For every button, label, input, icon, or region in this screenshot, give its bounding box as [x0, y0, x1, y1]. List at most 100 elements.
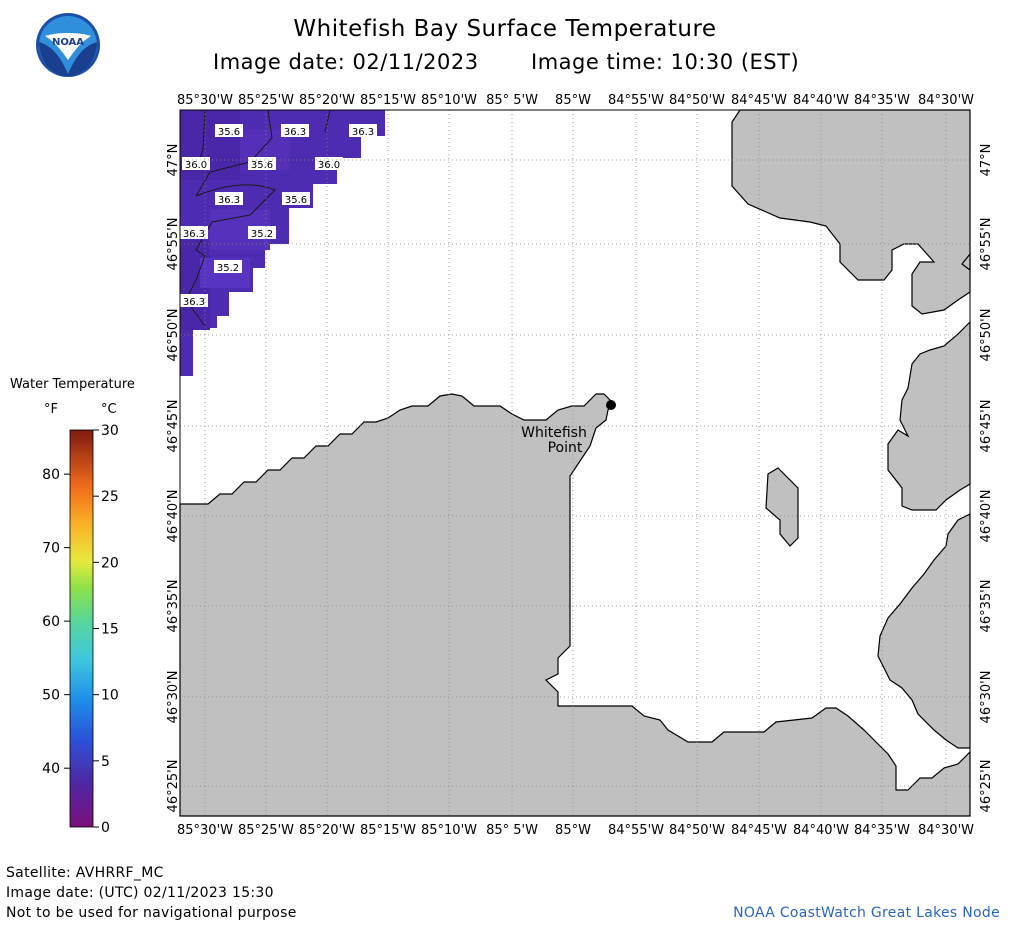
c-tick-label: 20: [101, 555, 119, 571]
temperature-colorbar: [70, 430, 93, 827]
lon-label-bottom: 85° 5'W: [486, 823, 538, 838]
land-ontario-north: [731, 109, 971, 315]
map-title: Whitefish Bay Surface Temperature: [293, 16, 717, 42]
lon-label-top: 85°30'W: [177, 93, 233, 108]
isotherm-label-box: [215, 124, 243, 137]
graticule: [180, 110, 970, 816]
isotherm-label-box: [248, 226, 276, 239]
c-tick-label: 15: [101, 622, 119, 638]
f-tick-label: 50: [42, 688, 60, 704]
footer-disclaimer: Not to be used for navigational purpose: [6, 905, 297, 921]
lon-label-top: 85°15'W: [360, 93, 416, 108]
isotherm-label-box: [180, 294, 208, 307]
isotherm-label: 35.2: [217, 263, 239, 274]
lon-label-top: 84°30'W: [918, 93, 974, 108]
noaa-logo-text: NOAA: [52, 37, 84, 48]
f-tick-label: 60: [42, 614, 60, 630]
c-tick-label: 5: [101, 754, 110, 770]
lat-label-left: 46°40'N: [166, 490, 181, 543]
footer-credit: NOAA CoastWatch Great Lakes Node: [733, 905, 1000, 921]
lon-label-top: 85°20'W: [299, 93, 355, 108]
lat-label-right: 47°N: [979, 144, 994, 177]
lat-label-left: 47°N: [166, 144, 181, 177]
isotherm-label: 35.2: [251, 229, 273, 240]
lon-label-top: 84°45'W: [731, 93, 787, 108]
isotherm-label: 36.3: [218, 195, 240, 206]
isotherm-label: 36.3: [183, 229, 205, 240]
isotherm-label: 36.3: [284, 127, 306, 138]
lon-label-top: 84°50'W: [669, 93, 725, 108]
lon-label-bottom: 85°15'W: [360, 823, 416, 838]
lon-label-bottom: 84°45'W: [731, 823, 787, 838]
f-tick-label: 70: [42, 541, 60, 557]
place-label-whitefish: Whitefish: [521, 425, 587, 441]
lat-label-left: 46°55'N: [166, 218, 181, 271]
c-tick-label: 10: [101, 688, 119, 704]
lat-label-right: 46°30'N: [979, 671, 994, 724]
lon-label-bottom: 85°20'W: [299, 823, 355, 838]
whitefish-point-marker: [606, 400, 616, 410]
lon-label-top: 84°40'W: [793, 93, 849, 108]
lat-label-left: 46°45'N: [166, 400, 181, 453]
lon-label-top: 84°35'W: [854, 93, 910, 108]
lat-label-left: 46°35'N: [166, 580, 181, 633]
latitude-labels-right: 47°N 46°55'N 46°50'N 46°45'N 46°40'N 46°35'N 4…: [979, 144, 994, 813]
lat-label-right: 46°50'N: [979, 309, 994, 362]
lat-label-right: 46°45'N: [979, 400, 994, 453]
footer-utc-date: Image date: (UTC) 02/11/2023 15:30: [6, 885, 274, 901]
lat-label-right: 46°40'N: [979, 490, 994, 543]
isotherm-label-box: [282, 192, 310, 205]
lon-label-top: 85°W: [555, 93, 591, 108]
footer-satellite: Satellite: AVHRRF_MC: [6, 865, 164, 881]
legend-title: Water Temperature: [10, 377, 135, 392]
isotherm-label-box: [349, 124, 377, 137]
lon-label-bottom: 84°35'W: [854, 823, 910, 838]
celsius-ticks: 30 25 20 15 10 5 0: [93, 423, 119, 836]
isotherm-label-box: [281, 124, 309, 137]
isotherm-label-box: [215, 192, 243, 205]
isotherm-label-box: [214, 260, 242, 273]
lat-label-left: 46°50'N: [166, 309, 181, 362]
legend-unit-f: °F: [44, 402, 58, 417]
lon-label-top: 84°55'W: [608, 93, 664, 108]
lon-label-top: 85° 5'W: [486, 93, 538, 108]
legend-unit-c: °C: [101, 402, 117, 417]
isotherm-label: 36.0: [185, 160, 207, 171]
sst-pixels: [180, 110, 385, 376]
c-tick-label: 25: [101, 489, 119, 505]
lon-label-bottom: 84°55'W: [608, 823, 664, 838]
c-tick-label: 30: [101, 423, 119, 439]
image-date-label: Image date: 02/11/2023: [213, 50, 479, 74]
image-time-label: Image time: 10:30 (EST): [531, 50, 800, 74]
lat-label-right: 46°35'N: [979, 580, 994, 633]
noaa-logo: NOAA: [36, 13, 100, 77]
isotherm-label-box: [180, 226, 208, 239]
lon-label-bottom: 84°40'W: [793, 823, 849, 838]
lat-label-right: 46°55'N: [979, 218, 994, 271]
isotherm-label: 36.0: [318, 160, 340, 171]
isotherm-label: 35.6: [251, 160, 273, 171]
lon-label-top: 85°25'W: [238, 93, 294, 108]
lat-label-right: 46°25'N: [979, 760, 994, 813]
f-tick-label: 40: [42, 761, 60, 777]
c-tick-label: 0: [101, 820, 110, 836]
longitude-labels-top: 85°30'W 85°25'W 85°20'W 85°15'W 85°10'W 85° 5…: [177, 93, 974, 108]
lon-label-bottom: 85°10'W: [421, 823, 477, 838]
isotherm-label: 36.3: [183, 297, 205, 308]
land-island: [765, 467, 799, 547]
lat-label-left: 46°30'N: [166, 671, 181, 724]
longitude-labels-bottom: 85°30'W 85°25'W 85°20'W 85°15'W 85°10'W 85° 5…: [177, 823, 974, 838]
lon-label-bottom: 85°W: [555, 823, 591, 838]
lat-label-left: 46°25'N: [166, 760, 181, 813]
isotherm-label: 36.3: [352, 127, 374, 138]
land-upper-peninsula: [179, 393, 971, 817]
lon-label-top: 85°10'W: [421, 93, 477, 108]
f-tick-label: 80: [42, 467, 60, 483]
fahrenheit-ticks: 80 70 60 50 40: [42, 467, 70, 777]
map-frame: [179, 109, 971, 817]
lon-label-bottom: 84°30'W: [918, 823, 974, 838]
latitude-labels-left: 47°N 46°55'N 46°50'N 46°45'N 46°40'N 46°35'N 4…: [166, 144, 181, 813]
land-ontario-middle: [887, 320, 971, 511]
isotherm-label: 35.6: [218, 127, 240, 138]
